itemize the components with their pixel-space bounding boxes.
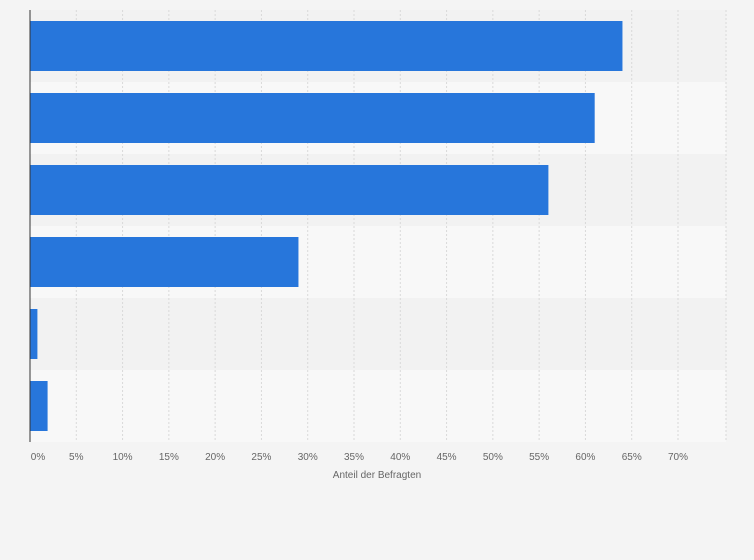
x-axis-ticks: 0% 5% 10% 15% 20% 25% 30% 35% 40% 45% 50% 55% 60% 65%… <box>31 452 688 463</box>
x-axis-title: Anteil der Befragten <box>333 470 421 481</box>
bar <box>30 165 549 215</box>
x-tick-label: 30% <box>298 452 318 463</box>
x-tick-label: 50% <box>483 452 503 463</box>
bar <box>30 93 595 143</box>
bar <box>30 237 299 287</box>
row-bands <box>30 10 726 442</box>
bars <box>30 21 623 431</box>
bar <box>30 309 38 359</box>
row-band <box>30 370 726 442</box>
gridlines <box>75 10 727 442</box>
x-tick-label: 10% <box>113 452 133 463</box>
x-tick-label: 70% <box>668 452 688 463</box>
x-tick-label: 40% <box>390 452 410 463</box>
x-tick-label: 35% <box>344 452 364 463</box>
x-tick-label: 5% <box>69 452 84 463</box>
x-tick-label: 0% <box>31 452 46 463</box>
x-tick-label: 15% <box>159 452 179 463</box>
x-tick-label: 60% <box>575 452 595 463</box>
x-tick-label: 45% <box>437 452 457 463</box>
x-tick-label: 25% <box>251 452 271 463</box>
bar <box>30 381 48 431</box>
x-tick-label: 55% <box>529 452 549 463</box>
bar <box>30 21 623 71</box>
x-tick-label: 65% <box>622 452 642 463</box>
x-tick-label: 20% <box>205 452 225 463</box>
row-band <box>30 298 726 370</box>
